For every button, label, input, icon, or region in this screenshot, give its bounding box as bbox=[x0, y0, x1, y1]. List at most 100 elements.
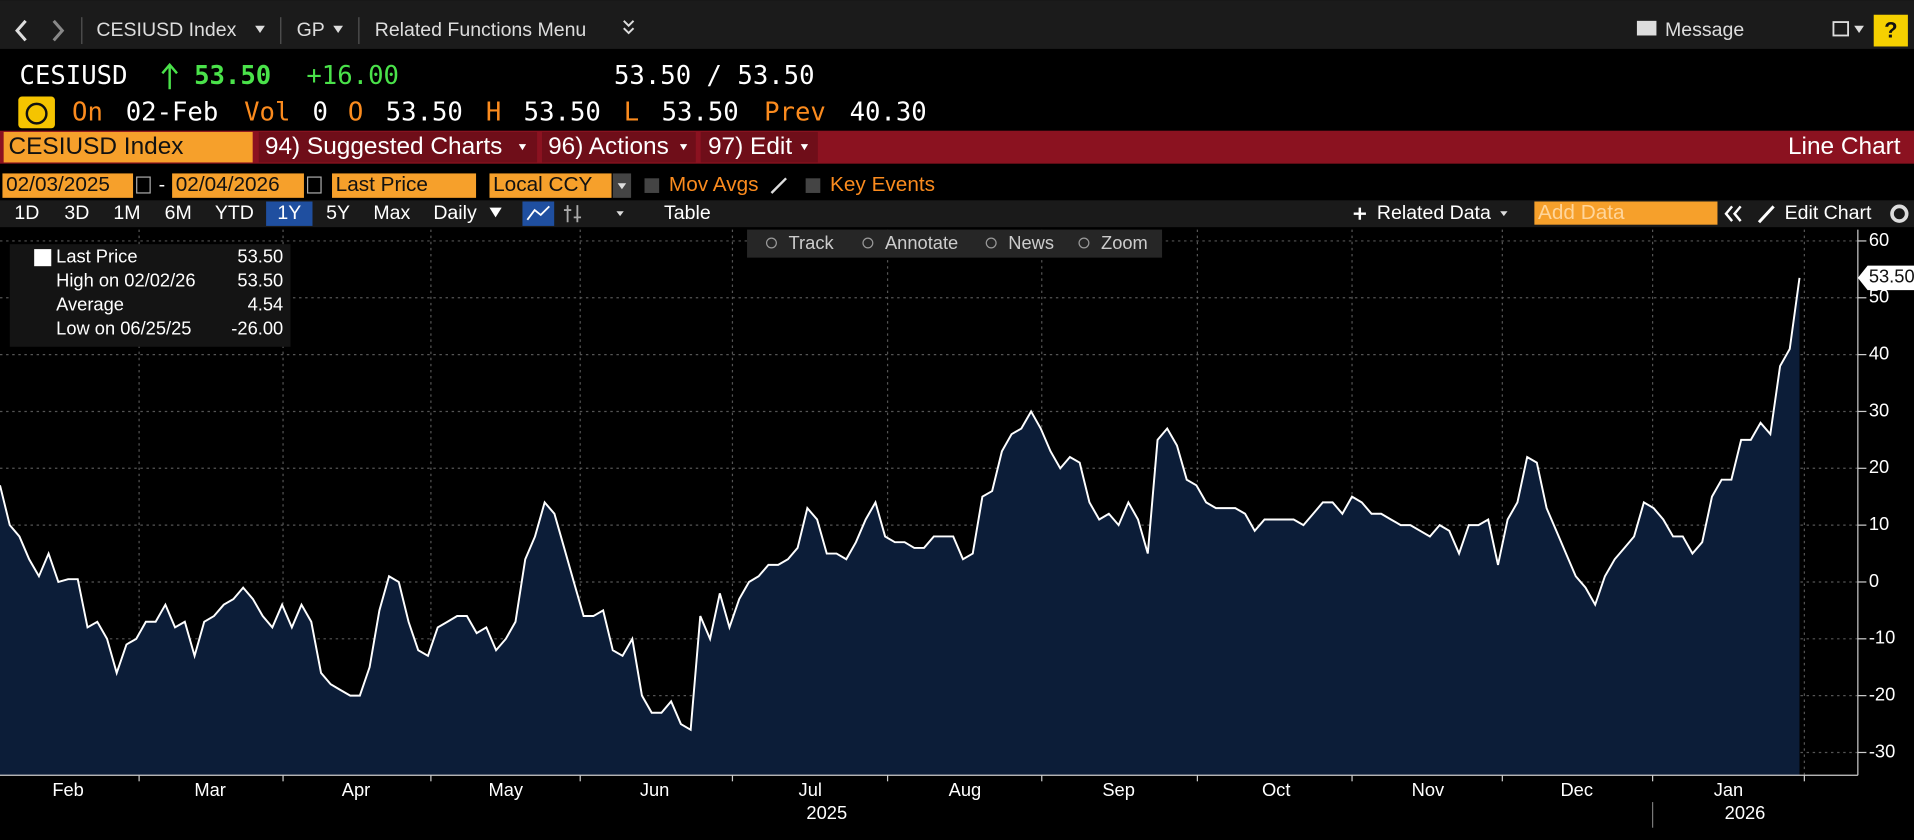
x-tick-label: Dec bbox=[1560, 779, 1593, 800]
period-button[interactable]: 3D bbox=[64, 202, 89, 224]
checkbox[interactable] bbox=[805, 178, 821, 193]
pencil-icon[interactable] bbox=[770, 177, 787, 194]
period-button[interactable]: 1D bbox=[14, 202, 39, 224]
menu-item-bg bbox=[700, 131, 818, 163]
security-field[interactable]: CESIUSD Index bbox=[9, 133, 184, 160]
gauge-icon-dial bbox=[25, 102, 48, 125]
y-tick-label: 40 bbox=[1869, 342, 1889, 363]
related-data-menu[interactable]: Related Data bbox=[1377, 202, 1491, 224]
legend-value: 53.50 bbox=[237, 245, 283, 266]
legend-box bbox=[9, 244, 291, 347]
y-tick-label: 0 bbox=[1869, 570, 1879, 591]
chart-tool[interactable]: Track bbox=[789, 232, 835, 253]
chart-tool[interactable]: Annotate bbox=[885, 232, 958, 253]
chart-tool[interactable]: News bbox=[1008, 232, 1054, 253]
currency[interactable]: Local CCY bbox=[493, 173, 592, 196]
volume: 0 bbox=[312, 98, 327, 128]
y-tick-label: 60 bbox=[1869, 229, 1889, 250]
mail-icon bbox=[1636, 20, 1657, 36]
period-button[interactable]: 1Y bbox=[277, 202, 301, 224]
ticker-menu[interactable]: CESIUSD Index bbox=[96, 19, 236, 41]
period-button[interactable]: 6M bbox=[165, 202, 192, 224]
gauge-icon bbox=[18, 96, 55, 129]
tool-icon bbox=[862, 237, 874, 249]
dropdown-icon bbox=[617, 183, 627, 190]
open-label: O bbox=[348, 98, 363, 128]
low: 53.50 bbox=[662, 98, 739, 128]
area-fill bbox=[0, 277, 1800, 776]
bar-chart-icon[interactable] bbox=[563, 205, 582, 223]
forward-button[interactable] bbox=[52, 19, 65, 42]
selected-period-bg bbox=[266, 201, 313, 226]
start-date[interactable]: 02/03/2025 bbox=[6, 173, 110, 196]
related-functions-menu[interactable]: Related Functions Menu bbox=[375, 19, 587, 41]
line-chart-icon bbox=[526, 205, 550, 221]
actions-menu[interactable]: 96) Actions bbox=[548, 133, 669, 160]
high-label: H bbox=[486, 98, 501, 128]
date-dash: - bbox=[159, 174, 166, 196]
message-button[interactable]: Message bbox=[1665, 19, 1744, 41]
checkbox[interactable] bbox=[644, 178, 660, 193]
end-date[interactable]: 02/04/2026 bbox=[176, 173, 280, 196]
period-buttons: 1D 3D 1M 6M YTD 1Y 5Y Max bbox=[14, 201, 411, 226]
help-box[interactable] bbox=[1873, 14, 1908, 47]
last-price-tag bbox=[1857, 265, 1914, 291]
chart-tools: Track Annotate News Zoom bbox=[765, 232, 1148, 253]
edit-menu[interactable]: 97) Edit bbox=[708, 133, 792, 160]
x-tick-label: Mar bbox=[194, 779, 226, 800]
dropdown-icon bbox=[489, 207, 502, 218]
low-label: L bbox=[624, 98, 639, 128]
plus-icon bbox=[1353, 207, 1366, 220]
legend-label: Low on 06/25/25 bbox=[56, 318, 191, 339]
last-price-tag-label: 53.50 bbox=[1869, 266, 1914, 287]
dropdown-icon bbox=[679, 144, 688, 151]
x-tick-label: Jan bbox=[1714, 779, 1744, 800]
legend-value: 53.50 bbox=[237, 270, 283, 291]
price-field[interactable]: Last Price bbox=[336, 173, 428, 196]
menu-item-bg bbox=[258, 131, 538, 163]
period-button[interactable]: 5Y bbox=[326, 202, 350, 224]
add-data-placeholder[interactable]: Add Data bbox=[1538, 201, 1625, 224]
frequency-menu[interactable]: Daily bbox=[433, 202, 477, 224]
edit-chart-button[interactable]: Edit Chart bbox=[1785, 202, 1872, 224]
prev-label: Prev bbox=[764, 98, 826, 128]
dropdown-icon bbox=[616, 211, 624, 217]
period-button[interactable]: Max bbox=[373, 202, 410, 224]
calendar-icon[interactable] bbox=[136, 176, 151, 194]
back-button[interactable] bbox=[15, 19, 27, 42]
legend: Last Price 53.50 High on 02/02/26 53.50 Aver… bbox=[34, 245, 283, 339]
window-icon[interactable] bbox=[1832, 21, 1849, 37]
period-button[interactable]: 1M bbox=[113, 202, 140, 224]
field-box[interactable] bbox=[332, 173, 477, 198]
y-tick-label: -30 bbox=[1869, 740, 1895, 761]
legend-label: High on 02/02/26 bbox=[56, 270, 195, 291]
security-box[interactable] bbox=[3, 131, 253, 163]
help-button[interactable]: ? bbox=[1884, 18, 1897, 43]
start-date-box[interactable] bbox=[2, 173, 134, 198]
currency-box[interactable] bbox=[489, 173, 612, 198]
x-tick-label: Feb bbox=[52, 779, 84, 800]
tool-icon bbox=[765, 237, 777, 249]
bid-ask: 53.50 / 53.50 bbox=[614, 61, 815, 91]
collapse-icon[interactable] bbox=[1724, 205, 1742, 222]
end-date-box[interactable] bbox=[172, 173, 304, 198]
period-button[interactable]: YTD bbox=[215, 202, 254, 224]
pencil-icon bbox=[1757, 205, 1775, 224]
y-tick-label: 50 bbox=[1869, 286, 1889, 307]
table-button[interactable]: Table bbox=[664, 202, 711, 224]
settings-icon[interactable] bbox=[1890, 204, 1909, 223]
function-menu[interactable]: GP bbox=[297, 19, 325, 41]
chart-type: Line Chart bbox=[1788, 133, 1901, 160]
calendar-icon[interactable] bbox=[306, 176, 322, 194]
x-tick-label: Oct bbox=[1262, 779, 1290, 800]
add-data-box[interactable] bbox=[1534, 201, 1718, 225]
chart-tool[interactable]: Zoom bbox=[1101, 232, 1148, 253]
net-change: +16.00 bbox=[306, 61, 399, 91]
mov-avgs-toggle[interactable]: Mov Avgs bbox=[669, 173, 759, 196]
dropdown-icon bbox=[518, 144, 527, 151]
suggested-charts-menu[interactable]: 94) Suggested Charts bbox=[265, 133, 502, 160]
key-events-toggle[interactable]: Key Events bbox=[830, 173, 935, 196]
price-line bbox=[0, 277, 1801, 732]
